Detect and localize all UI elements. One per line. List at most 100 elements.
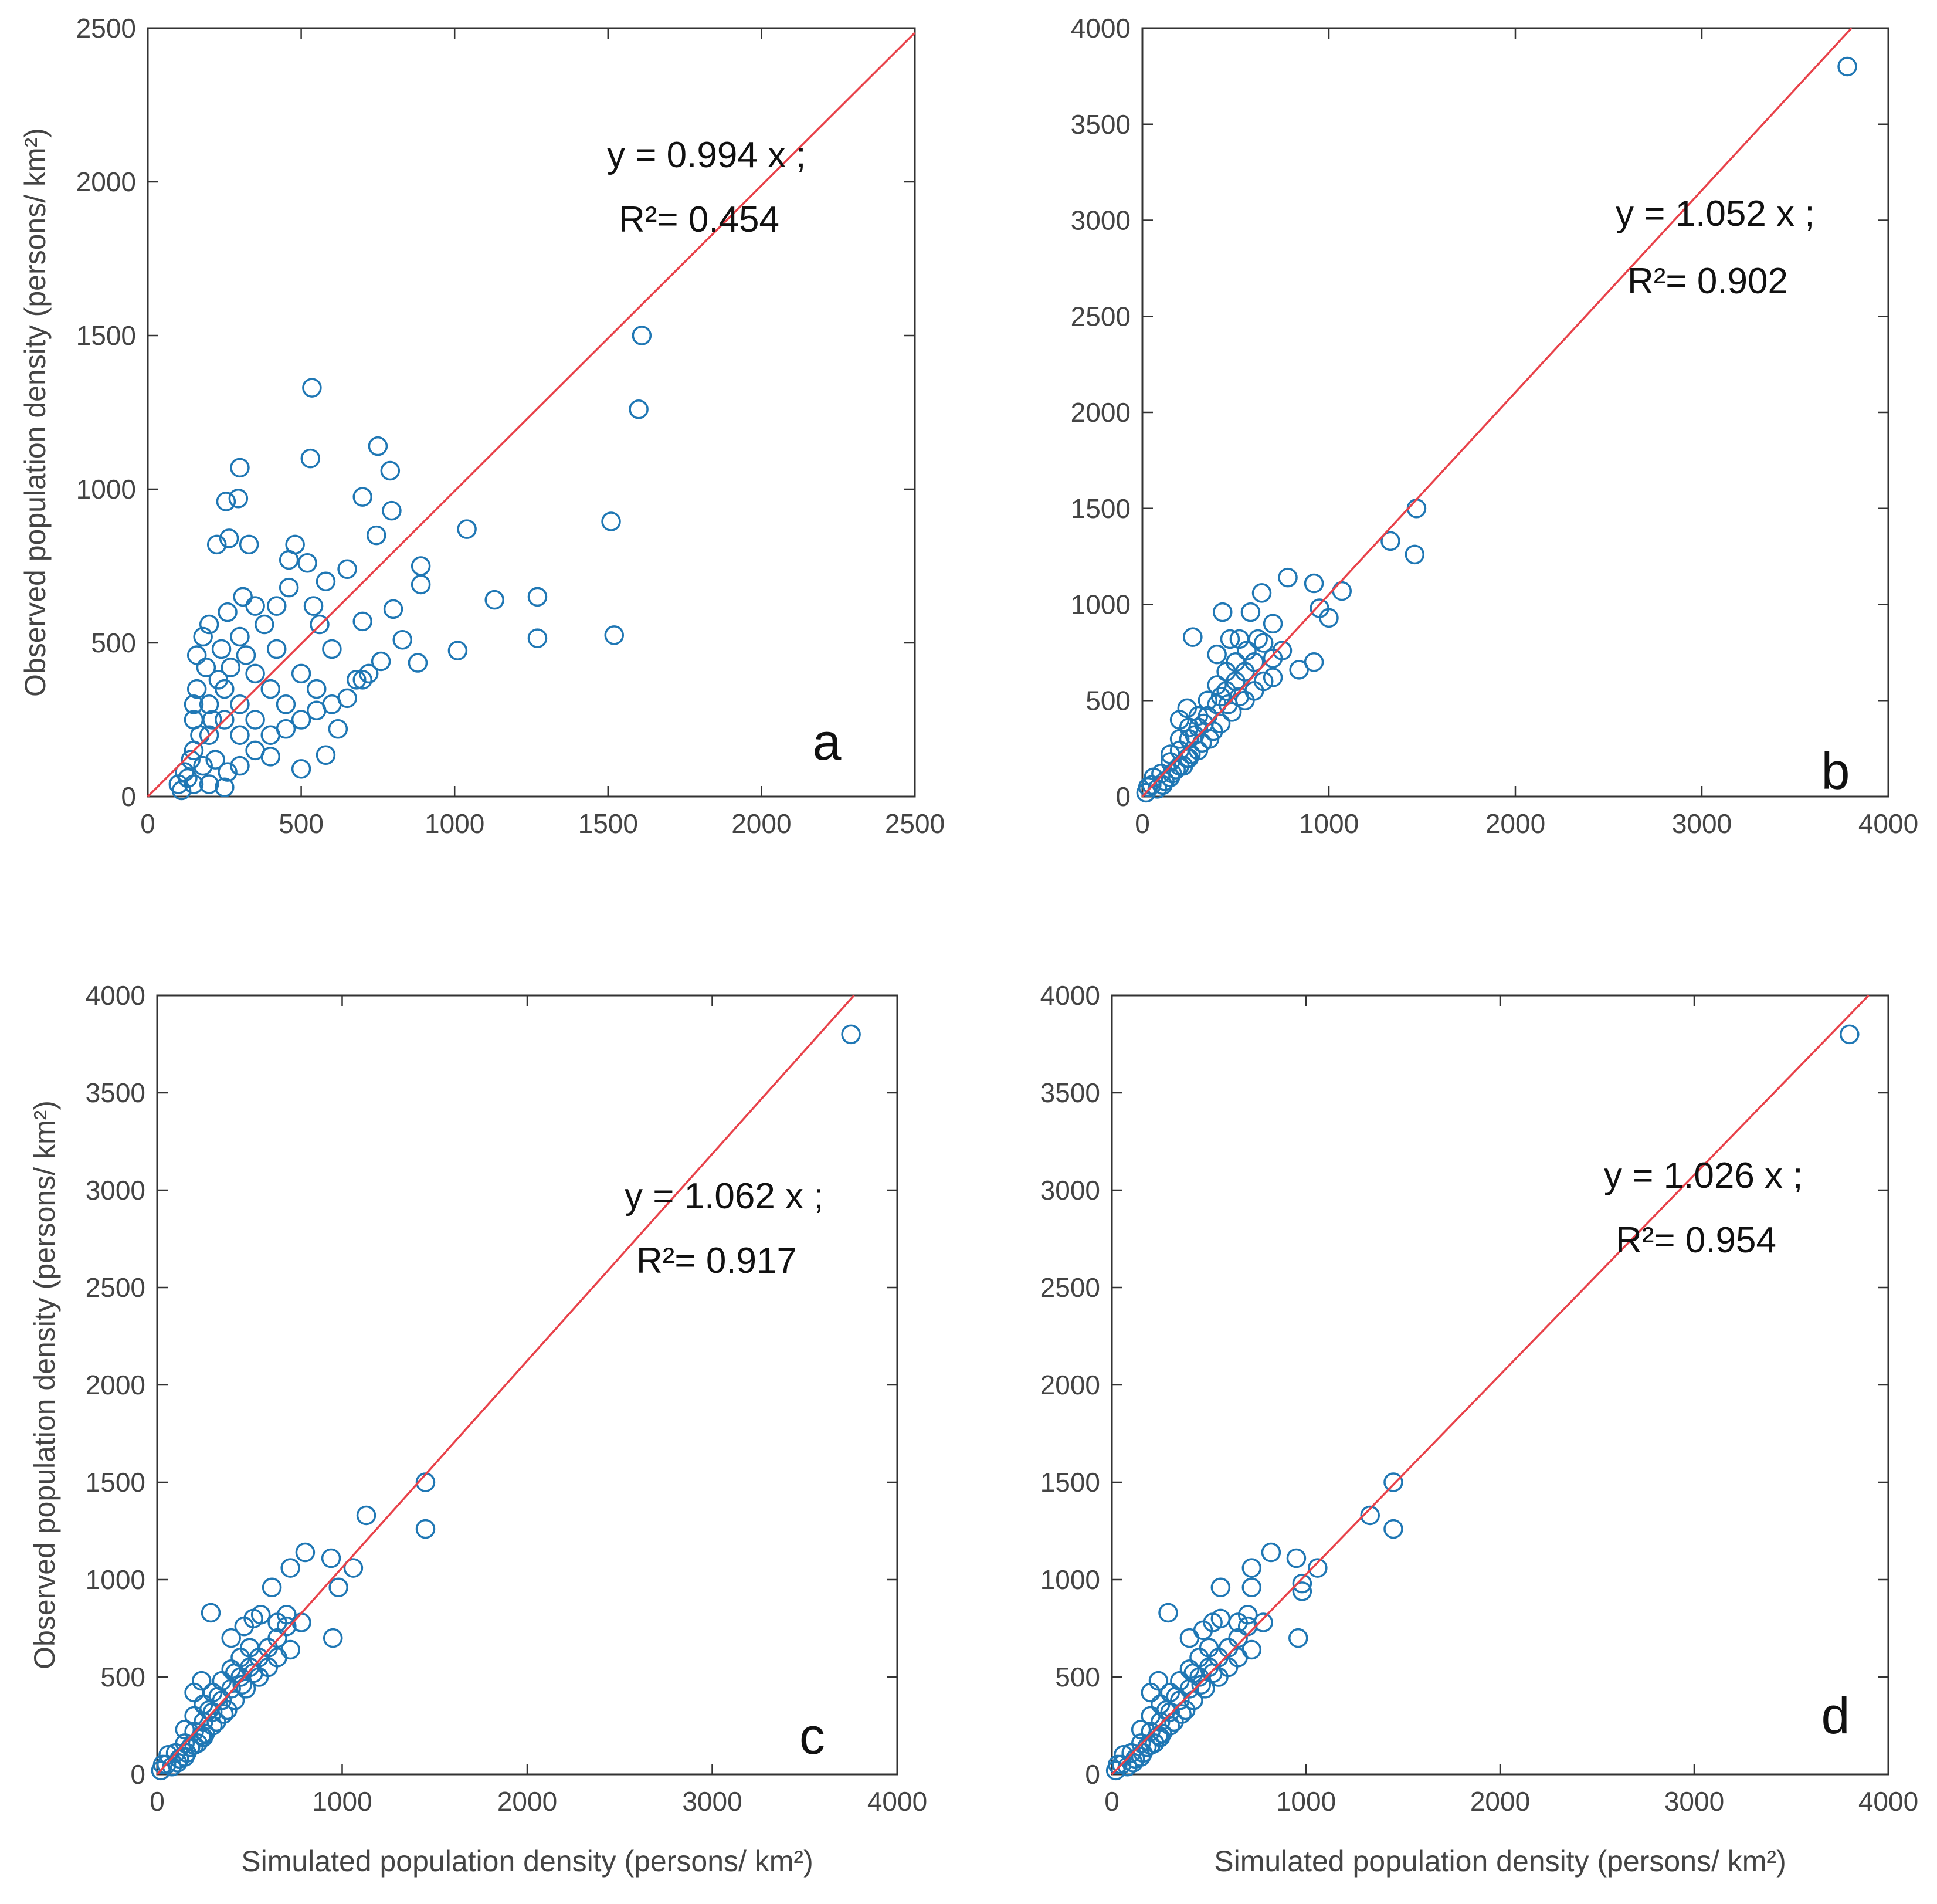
panel-letter: b — [1821, 742, 1850, 800]
data-point — [225, 1663, 245, 1683]
data-point — [245, 740, 265, 761]
fit-line — [147, 32, 916, 798]
y-tick-label: 3000 — [1040, 1175, 1100, 1205]
y-tick-label: 1000 — [76, 474, 136, 504]
r-squared: R²= 0.917 — [636, 1241, 797, 1281]
data-point — [1286, 1548, 1307, 1568]
y-tick-label: 1000 — [1071, 590, 1131, 620]
data-point — [415, 1519, 436, 1539]
x-axis-title: Simulated population density (persons/ k… — [1214, 1845, 1786, 1878]
data-point — [1141, 1682, 1161, 1703]
data-point — [1288, 1628, 1308, 1648]
data-point — [1185, 725, 1205, 745]
data-point — [184, 774, 204, 794]
data-point — [181, 750, 201, 770]
data-point — [382, 500, 402, 521]
y-tick-label: 3000 — [86, 1175, 145, 1205]
data-point — [367, 525, 386, 546]
data-point — [218, 762, 238, 782]
scatter-panel-c: 0 1000 2000 3000 4000 0 500 1000 1500 2000 2500 300… — [28, 980, 927, 1878]
data-point — [1220, 629, 1240, 649]
x-tick-label: 1000 — [312, 1786, 372, 1817]
data-point — [1131, 1747, 1151, 1767]
data-point — [245, 710, 265, 730]
data-point — [1166, 1686, 1186, 1706]
data-point — [228, 488, 249, 509]
data-point — [233, 587, 253, 607]
data-point — [175, 762, 195, 782]
data-point — [255, 614, 274, 635]
data-point — [1289, 660, 1309, 680]
data-point — [236, 645, 256, 665]
x-tick-label: 2000 — [497, 1786, 557, 1817]
fit-equation: y = 1.052 x ; — [1616, 194, 1815, 234]
data-point — [199, 694, 219, 714]
data-point — [199, 774, 219, 794]
y-tick-label: 3500 — [86, 1078, 145, 1108]
data-point — [245, 596, 265, 616]
data-point — [352, 611, 372, 632]
data-point — [1251, 583, 1272, 603]
data-point — [221, 1628, 241, 1648]
data-point — [321, 1548, 341, 1568]
data-point — [205, 750, 225, 770]
r-squared: R²= 0.454 — [619, 199, 779, 240]
data-point — [279, 550, 299, 570]
data-point — [310, 614, 330, 635]
y-tick-label: 1500 — [1071, 493, 1131, 524]
data-point — [411, 574, 431, 595]
y-tick-label: 2500 — [76, 13, 136, 43]
r-squared: R²= 0.954 — [1616, 1220, 1776, 1261]
data-point — [276, 719, 296, 739]
data-point — [194, 1727, 213, 1747]
data-point — [184, 1682, 204, 1703]
y-tick-label: 2000 — [1040, 1370, 1100, 1400]
data-point — [276, 694, 296, 714]
x-tick-label: 500 — [279, 808, 324, 839]
data-point — [216, 492, 236, 511]
data-point — [447, 641, 468, 660]
data-point — [337, 559, 357, 579]
data-point — [171, 780, 192, 801]
data-point — [291, 663, 311, 684]
data-point — [266, 596, 287, 616]
data-point — [186, 679, 207, 699]
y-tick-label: 500 — [1085, 685, 1131, 716]
data-point — [188, 1733, 208, 1753]
data-point — [196, 658, 216, 677]
y-tick-label: 2500 — [1040, 1272, 1100, 1303]
y-axis-title: Observed population density (persons/ km… — [19, 128, 52, 697]
data-point — [1253, 633, 1274, 653]
y-tick-label: 2000 — [1071, 397, 1131, 428]
data-point — [322, 639, 342, 659]
data-point — [152, 1754, 173, 1775]
fit-line — [1111, 994, 1870, 1776]
y-tick-label: 2500 — [86, 1272, 145, 1303]
data-point — [1292, 1581, 1312, 1601]
data-point — [380, 460, 401, 481]
y-tick-label: 4000 — [1040, 980, 1100, 1011]
scatter-panel-d: 0 1000 2000 3000 4000 0 500 1000 1500 2000 2500 300… — [1040, 980, 1919, 1878]
data-point — [1151, 1727, 1171, 1747]
data-point — [1308, 1558, 1328, 1578]
data-point — [239, 534, 259, 555]
data-point — [1183, 1663, 1203, 1683]
data-point — [230, 694, 250, 714]
data-point — [1179, 1659, 1200, 1679]
data-point — [1151, 1694, 1171, 1715]
data-point — [199, 1700, 219, 1720]
data-point — [303, 596, 324, 616]
data-point — [291, 710, 311, 730]
data-point — [383, 599, 403, 619]
data-point — [1837, 56, 1857, 77]
x-tick-label: 0 — [140, 808, 155, 839]
y-tick-label: 4000 — [86, 980, 145, 1011]
data-point — [343, 1558, 364, 1578]
data-point — [300, 448, 321, 469]
data-point — [1198, 690, 1218, 710]
data-point — [328, 719, 348, 739]
x-tick-label: 3000 — [1672, 808, 1732, 839]
scatter-panel-b: 0 1000 2000 3000 4000 0 500 1000 1500 2000 2500 300… — [1071, 13, 1919, 839]
data-point — [1263, 668, 1283, 687]
